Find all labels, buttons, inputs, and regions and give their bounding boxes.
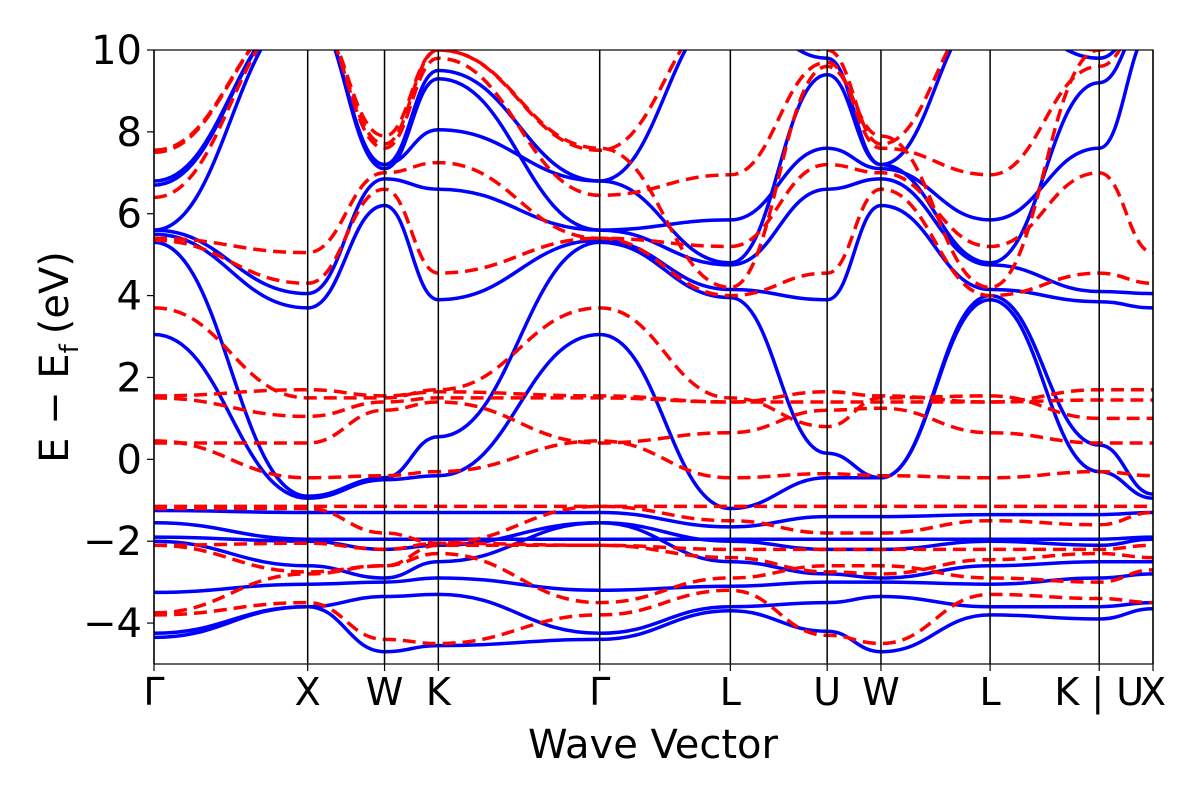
dashed-band-line-7 (154, 439, 1153, 480)
dashed-band-line-10 (154, 306, 1153, 429)
solid-band-line-5 (154, 521, 1153, 541)
solid-band-line-6 (154, 508, 1153, 529)
x-tick-label-5: L (720, 670, 741, 714)
x-tick-label-0: Γ (143, 670, 164, 714)
dashed-band-line-15 (154, 50, 1108, 153)
solid-band-line-3 (154, 521, 1153, 580)
x-tick-label-10: X (1140, 670, 1166, 714)
dashed-band-line-2 (154, 543, 1153, 576)
y-tick-label-2: 0 (117, 437, 142, 483)
solid-band-line-2 (154, 572, 1153, 595)
y-axis-label: E − Ef (eV) (32, 251, 85, 463)
dashed-band-line-0 (154, 588, 1153, 646)
dashed-band-line-12 (154, 160, 1153, 255)
x-tick-label-1: X (295, 670, 321, 714)
y-tick-label-6: 8 (117, 110, 142, 156)
y-axis-label-subscript: f (55, 343, 85, 353)
solid-band-line-8 (154, 240, 1153, 498)
x-tick-label-4: Γ (589, 670, 610, 714)
solid-band-line-9 (154, 203, 1153, 310)
dashed-band-line-6 (154, 400, 1153, 445)
solid-band-line-0 (154, 604, 1153, 654)
x-axis-label: Wave Vector (528, 722, 779, 768)
plot-frame (153, 49, 1154, 665)
dashed-band-line-9 (154, 387, 1153, 404)
dashed-band-line-3 (154, 541, 1153, 552)
y-ticks: −4 −2 0 2 4 6 8 10 (83, 28, 154, 647)
y-axis-label-main: E − E (32, 353, 78, 463)
x-tick-label-8: L (980, 670, 1001, 714)
y-axis-label-unit: (eV) (32, 251, 78, 334)
dashed-band-line-13 (154, 50, 1122, 200)
y-tick-label-4: 4 (117, 274, 142, 320)
y-tick-label-0: −4 (83, 601, 142, 647)
solid-band-line-13 (154, 50, 1118, 187)
solid-band-line-7 (154, 297, 1153, 511)
dashed-band-line-1 (154, 551, 1153, 615)
y-tick-label-3: 2 (117, 355, 142, 401)
dashed-band-line-4 (154, 504, 1153, 545)
solid-band-line-1 (154, 592, 1153, 636)
solid-band-line-11 (154, 50, 1140, 232)
x-tick-label-6: U (813, 670, 841, 714)
x-tick-label-3: K (426, 670, 452, 714)
y-tick-label-7: 10 (91, 28, 142, 74)
x-tick-label-2: W (366, 670, 404, 714)
y-tick-label-5: 6 (117, 192, 142, 238)
x-tick-label-7: W (862, 670, 900, 714)
x-tick-label-9: K | U (1054, 670, 1144, 715)
y-tick-label-1: −2 (83, 519, 142, 565)
